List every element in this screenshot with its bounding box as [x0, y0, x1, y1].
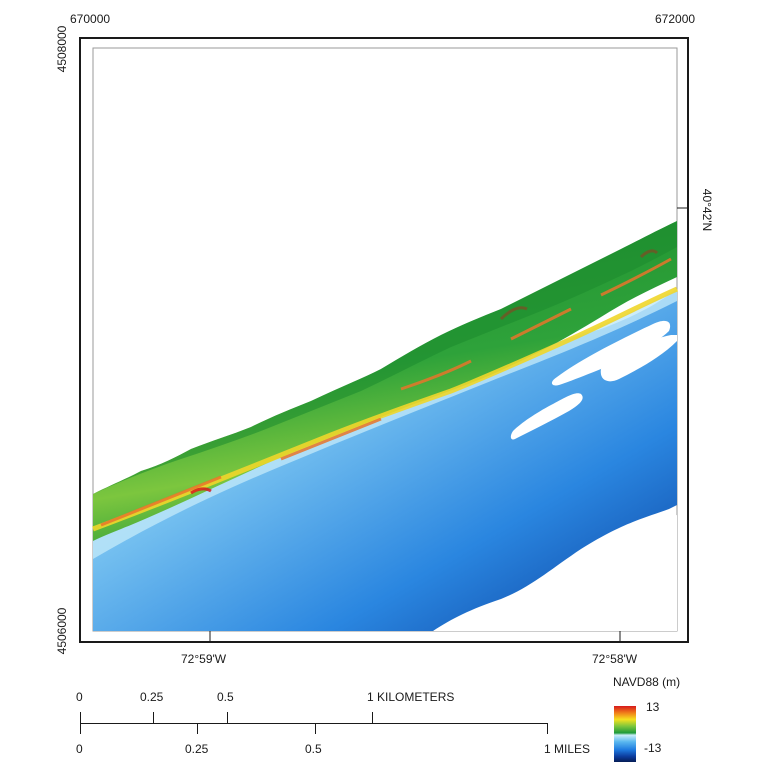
legend-title: NAVD88 (m) — [613, 675, 681, 689]
scale-km-tick-0: 0 — [76, 690, 83, 704]
scale-mi-mark-1 — [547, 723, 548, 734]
northing-label-top: 4508000 — [55, 25, 69, 73]
easting-label-right: 672000 — [655, 12, 696, 26]
longitude-label-right: 72°58'W — [592, 652, 638, 666]
nodata-patch-3 — [510, 393, 583, 440]
scale-km-tick-025: 0.25 — [140, 690, 164, 704]
legend-max: 13 — [646, 700, 660, 714]
scale-mi-tick-1: 1 MILES — [544, 742, 591, 756]
scale-mi-tick-05: 0.5 — [305, 742, 322, 756]
scale-mi-mark-0 — [80, 723, 81, 734]
legend-min: -13 — [644, 741, 662, 755]
northing-label-bottom: 4506000 — [55, 607, 69, 655]
legend-colorbar — [614, 706, 636, 762]
elevation-map — [79, 37, 689, 643]
scale-bar-line — [80, 723, 548, 724]
latitude-label: 40°42'N — [700, 188, 714, 232]
nodata-offshore — [433, 515, 677, 631]
scale-mi-tick-0: 0 — [76, 742, 83, 756]
nodata-patch-2 — [600, 335, 677, 382]
scale-km-tick-1: 1 KILOMETERS — [367, 690, 455, 704]
scale-km-mark-05 — [227, 712, 228, 723]
scale-mi-mark-025 — [197, 723, 198, 734]
easting-label-left: 670000 — [70, 12, 111, 26]
dune-ridge-orange — [100, 257, 672, 527]
scale-mi-mark-05 — [315, 723, 316, 734]
longitude-label-left: 72°59'W — [181, 652, 227, 666]
scale-km-mark-025 — [153, 712, 154, 723]
map-raster — [92, 47, 687, 641]
scale-mi-tick-025: 0.25 — [185, 742, 209, 756]
scale-km-tick-05: 0.5 — [217, 690, 234, 704]
nearshore-bathymetry — [93, 289, 677, 631]
scale-km-mark-0 — [80, 712, 81, 723]
nodata-patch-1 — [551, 320, 671, 386]
scale-km-mark-1 — [372, 712, 373, 723]
